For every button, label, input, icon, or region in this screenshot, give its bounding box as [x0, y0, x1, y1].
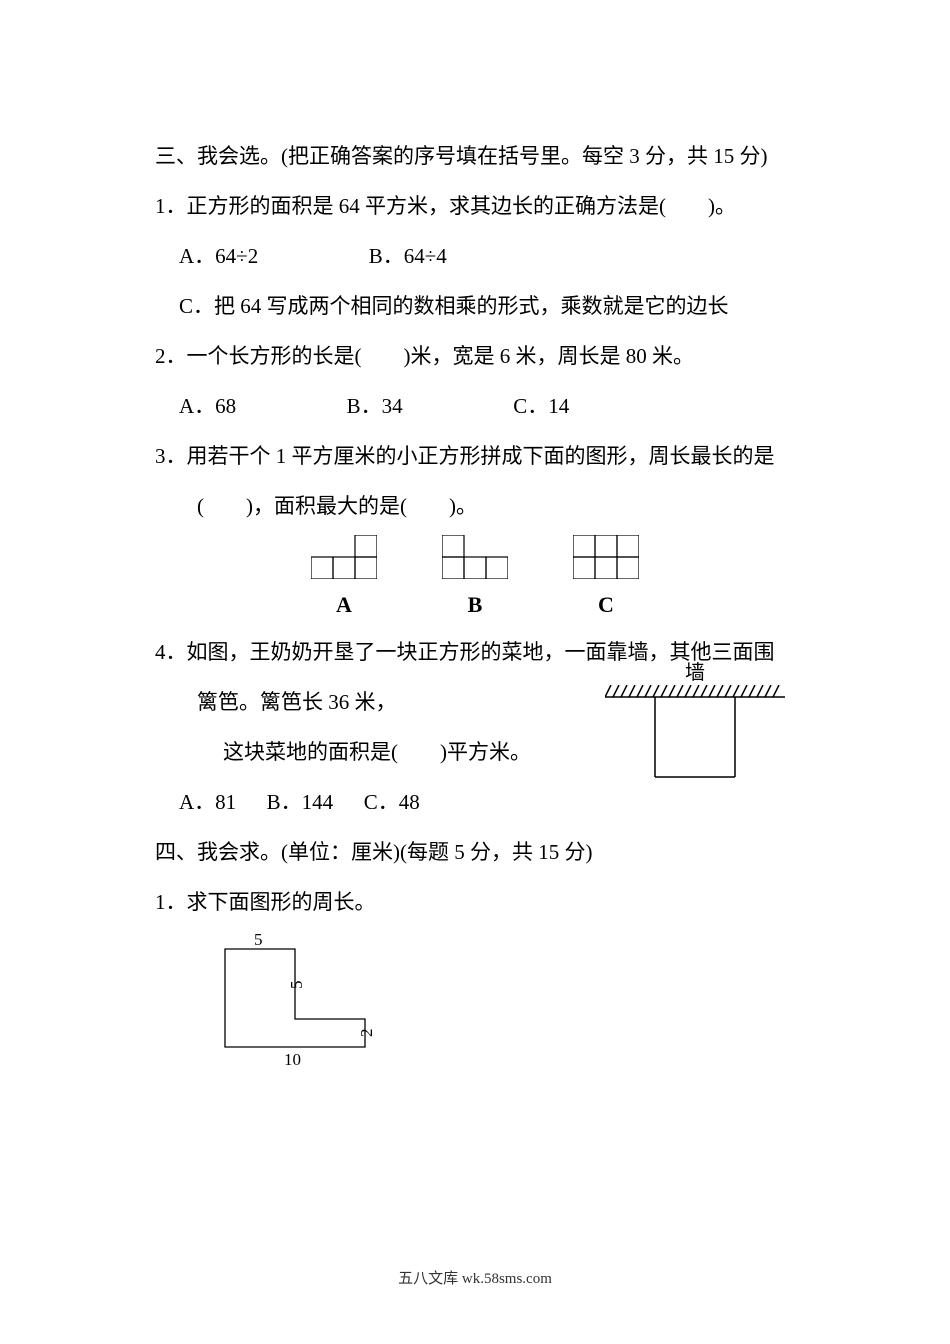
q3-shape-C-svg — [573, 535, 639, 579]
q4-wrap: 4．如图，王奶奶开垦了一块正方形的菜地，一面靠墙，其他三面围 篱笆。篱笆长 36… — [155, 631, 795, 823]
section3-heading: 三、我会选。(把正确答案的序号填在括号里。每空 3 分，共 15 分) — [155, 135, 795, 177]
q3-shape-B-svg — [442, 535, 508, 579]
s4-label-bottom: 10 — [284, 1050, 301, 1069]
q2-optA: A．68 — [179, 385, 236, 427]
s4-q1-text: 1．求下面图形的周长。 — [155, 881, 795, 923]
q3-shape-A-svg — [311, 535, 377, 579]
q4-optB: B．144 — [267, 781, 334, 823]
q4-line3: 这块菜地的面积是( )平方米。 — [155, 731, 565, 773]
s4-label-rightLower: 2 — [357, 1029, 376, 1038]
q4-figure: 墙 — [605, 661, 785, 799]
s4-q1-figure: 5 5 2 10 — [210, 931, 795, 1085]
q1-optB: B．64÷4 — [369, 235, 447, 277]
s4-q1-svg: 5 5 2 10 — [210, 931, 390, 1071]
q3-figure: A B C — [155, 535, 795, 627]
q3-shape-C: C — [573, 535, 639, 627]
s4-label-rightUpper: 5 — [287, 981, 306, 990]
q2-optB: B．34 — [347, 385, 403, 427]
s4-label-top: 5 — [254, 931, 263, 949]
q4-wall-label: 墙 — [605, 661, 785, 685]
q1-optA: A．64÷2 — [179, 235, 258, 277]
q3-shape-A: A — [311, 535, 377, 627]
q1-optC: C．把 64 写成两个相同的数相乘的形式，乘数就是它的边长 — [155, 285, 795, 327]
q3-line1: 3．用若干个 1 平方厘米的小正方形拼成下面的图形，周长最长的是 — [155, 435, 795, 477]
q3-labelA: A — [336, 583, 352, 627]
footer: 五八文库 wk.58sms.com — [0, 1264, 950, 1294]
q3-labelC: C — [598, 583, 614, 627]
q4-line2: 篱笆。篱笆长 36 米， — [155, 681, 565, 723]
q3-labelB: B — [468, 583, 483, 627]
q1-text: 1．正方形的面积是 64 平方米，求其边长的正确方法是( )。 — [155, 185, 795, 227]
q3-line2: ( )，面积最大的是( )。 — [155, 485, 795, 527]
q4-optC: C．48 — [364, 781, 420, 823]
q4-options: A．81 B．144 C．48 — [155, 781, 565, 823]
q2-optC: C．14 — [513, 385, 569, 427]
q2-text: 2．一个长方形的长是( )米，宽是 6 米，周长是 80 米。 — [155, 335, 795, 377]
q3-shape-B: B — [442, 535, 508, 627]
section4-heading: 四、我会求。(单位：厘米)(每题 5 分，共 15 分) — [155, 831, 795, 873]
q4-svg — [605, 685, 785, 785]
q1-options-ab: A．64÷2 B．64÷4 — [155, 235, 795, 277]
q2-options: A．68 B．34 C．14 — [155, 385, 795, 427]
q4-optA: A．81 — [179, 781, 236, 823]
